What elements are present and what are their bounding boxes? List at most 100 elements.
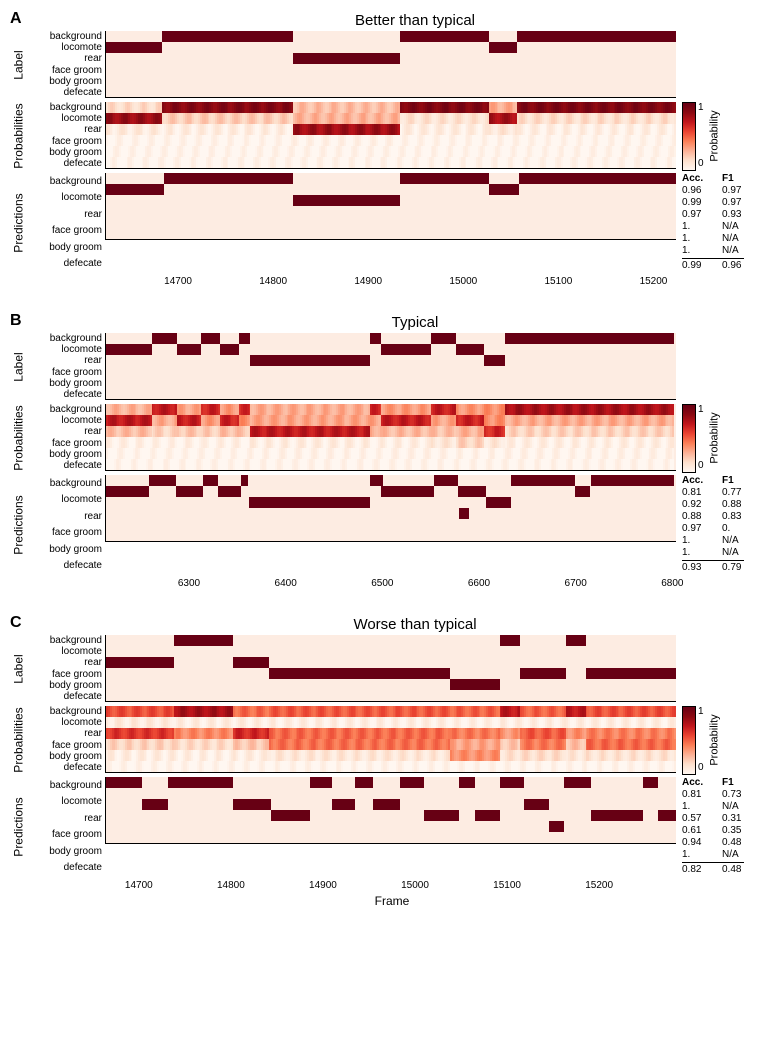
y-tick-label: background [30, 780, 102, 791]
heatmap-segment [500, 777, 524, 788]
y-tick-label: face groom [30, 65, 102, 76]
colorbar-label: Probability [709, 412, 721, 463]
heatmap-segment [149, 475, 177, 486]
x-tick-labels: 147001480014900150001510015200 [102, 880, 682, 894]
heatmap-row [106, 821, 676, 832]
y-tick-label: background [30, 31, 102, 42]
metric-f1: N/A [722, 547, 748, 559]
heatmap-row [106, 668, 676, 679]
heatmap-row [106, 486, 676, 497]
y-axis-label: Label [12, 50, 26, 79]
metric-acc: 0.97 [682, 523, 708, 535]
colorbar-wrap: 10Probability [676, 404, 772, 471]
heatmap-segment [591, 810, 643, 821]
metric-f1: 0.97 [722, 185, 748, 197]
x-tick-label: 14900 [309, 880, 337, 891]
heatmap-row [106, 366, 676, 377]
panel-letter: A [10, 10, 22, 28]
metric-f1: 0.97 [722, 197, 748, 209]
heatmap-segment [658, 810, 676, 821]
x-tick-label: 15100 [493, 880, 521, 891]
panel-letter: B [10, 312, 22, 330]
y-tick-labels: backgroundlocomoterearface groombody gro… [30, 31, 105, 98]
y-tick-label: face groom [30, 669, 102, 680]
colorbar-label: Probability [709, 714, 721, 765]
y-axis-label: Predictions [12, 797, 26, 856]
metric-f1: N/A [722, 233, 748, 245]
heatmap-row [106, 788, 676, 799]
metric-f1: 0.88 [722, 499, 748, 511]
metric-acc-summary: 0.82 [682, 864, 708, 876]
subplot-row: Probabilitiesbackgroundlocomoterearface … [8, 102, 772, 169]
y-tick-labels: backgroundlocomoterearface groombody gro… [30, 706, 105, 773]
x-tick-label: 14700 [125, 880, 153, 891]
subplot-row: Predictionsbackgroundlocomoterearface gr… [8, 173, 772, 272]
y-axis-label: Probabilities [12, 103, 26, 168]
heatmap-segment [459, 508, 469, 519]
y-tick-label: body groom [30, 378, 102, 389]
heatmap-segment [152, 333, 178, 344]
subplot-row: Predictionsbackgroundlocomoterearface gr… [8, 777, 772, 876]
metrics-col-header: F1 [722, 777, 748, 789]
y-tick-labels: backgroundlocomoterearface groombody gro… [30, 475, 105, 574]
heatmap-row [106, 777, 676, 788]
y-tick-label: background [30, 706, 102, 717]
y-tick-label: locomote [30, 113, 102, 124]
metrics-col-header: Acc. [682, 777, 708, 789]
heatmap-row [106, 31, 676, 42]
metric-acc: 1. [682, 547, 708, 559]
metric-f1: 0.83 [722, 511, 748, 523]
y-tick-label: body groom [30, 846, 102, 857]
metric-acc: 0.61 [682, 825, 708, 837]
metric-acc: 0.81 [682, 487, 708, 499]
y-tick-label: rear [30, 657, 102, 668]
heatmap-segment [486, 497, 511, 508]
x-tick-label: 6600 [468, 578, 490, 589]
heatmap-segment [310, 777, 333, 788]
heatmap-segment [177, 344, 201, 355]
heatmap-segment [332, 799, 355, 810]
metric-acc: 0.88 [682, 511, 708, 523]
metric-acc: 1. [682, 535, 708, 547]
y-tick-label: defecate [30, 762, 102, 773]
heatmap-segment [271, 810, 310, 821]
metric-f1-summary: 0.96 [722, 260, 748, 272]
y-tick-label: body groom [30, 242, 102, 253]
subplot-row: Probabilitiesbackgroundlocomoterearface … [8, 706, 772, 773]
y-axis-label: Predictions [12, 193, 26, 252]
heatmap-row [106, 810, 676, 821]
heatmap-row [106, 355, 676, 366]
heatmap-segment [370, 475, 383, 486]
y-tick-label: body groom [30, 449, 102, 460]
metric-f1: N/A [722, 801, 748, 813]
heatmap-segment [517, 31, 676, 42]
heatmap-row [106, 657, 676, 668]
heatmap-segment [458, 486, 487, 497]
heatmap-segment [400, 31, 489, 42]
heatmap-segment [586, 668, 676, 679]
heatmap-row [106, 508, 676, 519]
heatmap-segment [400, 777, 424, 788]
metric-acc: 0.94 [682, 837, 708, 849]
heatmap-segment [249, 497, 371, 508]
y-tick-label: face groom [30, 367, 102, 378]
metric-acc: 0.99 [682, 197, 708, 209]
y-tick-label: face groom [30, 136, 102, 147]
heatmap-row [106, 475, 676, 486]
metrics-divider [682, 862, 744, 863]
colorbar-tick: 1 [698, 706, 708, 717]
metrics-col-header: Acc. [682, 475, 708, 487]
x-tick-labels: 630064006500660067006800 [102, 578, 682, 592]
y-tick-label: background [30, 102, 102, 113]
colorbar-tick: 0 [698, 460, 708, 471]
heatmap-segment [162, 31, 293, 42]
y-tick-label: face groom [30, 527, 102, 538]
y-tick-label: defecate [30, 691, 102, 702]
spacer [676, 635, 772, 702]
heatmap-segment [381, 344, 430, 355]
metrics-divider [682, 258, 744, 259]
subplot-row: Labelbackgroundlocomoterearface groombod… [8, 635, 772, 702]
heatmap-segment [520, 668, 565, 679]
y-axis-label: Label [12, 352, 26, 381]
heatmap-segment [511, 475, 576, 486]
